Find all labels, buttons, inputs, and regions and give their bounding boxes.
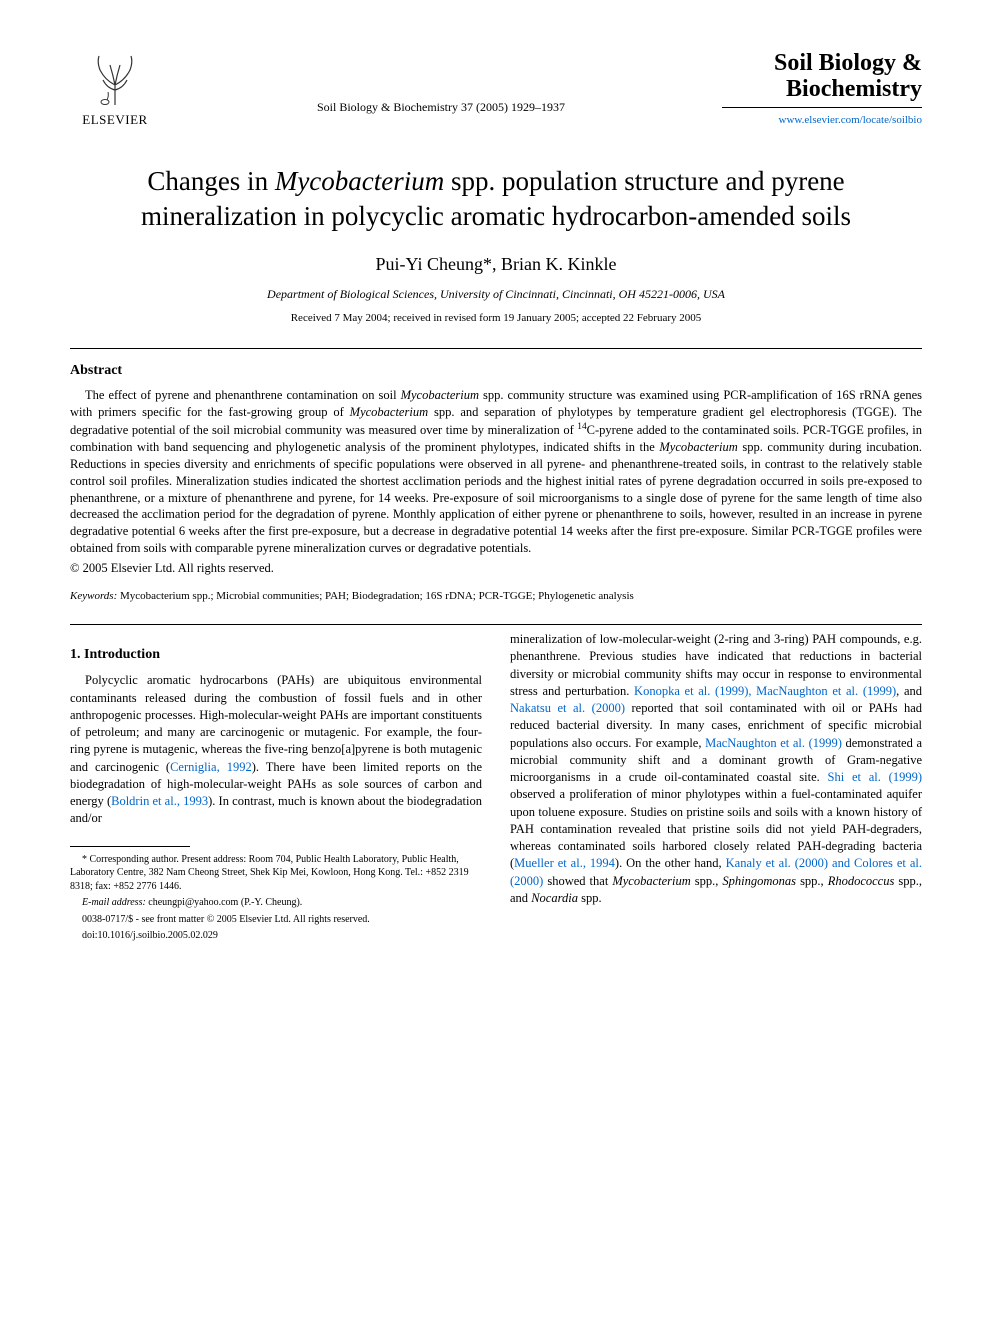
right-column: mineralization of low-molecular-weight (… [510, 631, 922, 943]
body-columns: 1. Introduction Polycyclic aromatic hydr… [70, 631, 922, 943]
footnote-rule [70, 846, 190, 847]
ir-i4: Nocardia [531, 891, 578, 905]
cite-shi[interactable]: Shi et al. (1999) [828, 770, 922, 784]
abstract-paragraph: The effect of pyrene and phenanthrene co… [70, 387, 922, 557]
ir-t2: , and [896, 684, 922, 698]
author-line: Pui-Yi Cheung*, Brian K. Kinkle [70, 254, 922, 275]
affiliation-line: Department of Biological Sciences, Unive… [70, 287, 922, 302]
journal-name-line1: Soil Biology & [722, 50, 922, 76]
journal-title-block: Soil Biology & Biochemistry www.elsevier… [722, 50, 922, 126]
abs-t1: The effect of pyrene and phenanthrene co… [85, 388, 401, 402]
ir-t6: ). On the other hand, [615, 856, 726, 870]
abstract-heading: Abstract [70, 363, 922, 379]
copyright-line: © 2005 Elsevier Ltd. All rights reserved… [70, 561, 922, 576]
citation-line: Soil Biology & Biochemistry 37 (2005) 19… [160, 50, 722, 115]
il-t1: Polycyclic aromatic hydrocarbons (PAHs) … [70, 673, 482, 773]
ir-i2: Sphingomonas [722, 874, 796, 888]
email-label: E-mail address: [82, 897, 146, 908]
ir-i3: Rhodococcus [828, 874, 895, 888]
intro-right-para: mineralization of low-molecular-weight (… [510, 631, 922, 907]
ir-t9: spp., [796, 874, 828, 888]
abs-i2: Mycobacterium [350, 405, 428, 419]
ir-t11: spp. [578, 891, 602, 905]
title-italic: Mycobacterium [275, 166, 444, 196]
cite-nakatsu[interactable]: Nakatsu et al. (2000) [510, 701, 625, 715]
email-footnote: E-mail address: cheungpi@yahoo.com (P.-Y… [70, 896, 482, 910]
abstract-top-rule [70, 348, 922, 349]
cite-cerniglia[interactable]: Cerniglia, 1992 [170, 760, 252, 774]
ir-i1: Mycobacterium [612, 874, 690, 888]
abs-t5: spp. community during incubation. Reduct… [70, 440, 922, 555]
publisher-name: ELSEVIER [82, 112, 147, 128]
intro-left-para: Polycyclic aromatic hydrocarbons (PAHs) … [70, 672, 482, 827]
cite-konopka-macnaughton[interactable]: Konopka et al. (1999), MacNaughton et al… [634, 684, 896, 698]
abs-i3: Mycobacterium [659, 440, 737, 454]
ir-t8: spp., [691, 874, 723, 888]
cite-mueller[interactable]: Mueller et al., 1994 [514, 856, 615, 870]
abs-i1: Mycobacterium [401, 388, 479, 402]
keywords-line: Keywords: Mycobacterium spp.; Microbial … [70, 590, 922, 602]
journal-url-link[interactable]: www.elsevier.com/locate/soilbio [722, 114, 922, 126]
keywords-text: Mycobacterium spp.; Microbial communitie… [117, 590, 634, 602]
article-dates: Received 7 May 2004; received in revised… [70, 312, 922, 324]
keywords-bottom-rule [70, 624, 922, 625]
page-header: ELSEVIER Soil Biology & Biochemistry 37 … [70, 50, 922, 128]
cite-boldrin[interactable]: Boldrin et al., 1993 [111, 794, 208, 808]
keywords-label: Keywords: [70, 590, 117, 602]
elsevier-tree-icon [85, 50, 145, 110]
cite-macnaughton2[interactable]: MacNaughton et al. (1999) [705, 736, 842, 750]
left-column: 1. Introduction Polycyclic aromatic hydr… [70, 631, 482, 943]
email-value: cheungpi@yahoo.com (P.-Y. Cheung). [146, 897, 303, 908]
corresponding-author-footnote: * Corresponding author. Present address:… [70, 853, 482, 894]
doi-line: doi:10.1016/j.soilbio.2005.02.029 [70, 929, 482, 943]
issn-line: 0038-0717/$ - see front matter © 2005 El… [70, 913, 482, 927]
journal-name-line2: Biochemistry [722, 76, 922, 102]
intro-heading: 1. Introduction [70, 645, 482, 664]
article-title: Changes in Mycobacterium spp. population… [70, 164, 922, 234]
journal-rule [722, 107, 922, 108]
abs-sup: 14 [577, 422, 586, 432]
title-pre: Changes in [147, 166, 275, 196]
ir-t7: showed that [543, 874, 612, 888]
publisher-logo-block: ELSEVIER [70, 50, 160, 128]
